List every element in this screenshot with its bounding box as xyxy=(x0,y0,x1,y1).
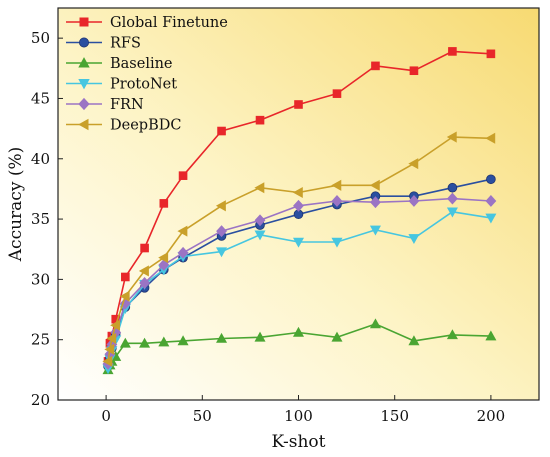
data-point xyxy=(292,237,305,248)
data-point xyxy=(331,195,343,207)
data-point xyxy=(177,246,189,259)
y-axis-label: Accuracy (%) xyxy=(6,147,26,262)
data-point xyxy=(139,337,151,348)
data-point xyxy=(178,171,188,180)
y-tick-label: 45 xyxy=(31,89,50,107)
data-point xyxy=(371,61,380,71)
series-deepbdc xyxy=(102,131,496,367)
data-point xyxy=(485,195,497,207)
data-point xyxy=(369,225,381,236)
legend-marker xyxy=(79,17,89,27)
data-point xyxy=(254,230,266,241)
legend-item: Global Finetune xyxy=(66,15,228,31)
data-point xyxy=(104,343,115,355)
data-point xyxy=(446,131,457,143)
data-point xyxy=(119,337,131,348)
data-point xyxy=(119,290,130,302)
data-point xyxy=(216,247,228,258)
data-point xyxy=(294,100,303,109)
data-point xyxy=(486,49,496,59)
data-point xyxy=(292,187,303,199)
data-point xyxy=(158,336,170,347)
data-point xyxy=(138,265,149,277)
data-point xyxy=(140,243,149,253)
legend-item: ProtoNet xyxy=(66,77,177,93)
legend-marker xyxy=(78,97,90,111)
y-tick-label: 25 xyxy=(31,331,50,349)
x-tick-label: 100 xyxy=(284,407,313,425)
legend-label: DeepBDC xyxy=(110,118,181,134)
data-point xyxy=(216,332,228,343)
legend-item: RFS xyxy=(66,36,141,52)
data-point xyxy=(485,132,496,144)
axes: 0 50 100 150 200 20 25 30 35 40 45 50 xyxy=(31,7,540,425)
x-tick-label: 50 xyxy=(193,407,212,425)
data-point xyxy=(254,182,265,194)
x-tick-label: 0 xyxy=(101,407,111,425)
data-point xyxy=(369,318,381,329)
data-point xyxy=(216,225,227,238)
legend-label: Baseline xyxy=(110,56,173,72)
data-point xyxy=(408,158,419,170)
data-point xyxy=(446,207,458,218)
data-point xyxy=(177,225,188,237)
data-point xyxy=(292,326,305,337)
data-point xyxy=(447,192,458,205)
legend-item: Baseline xyxy=(66,56,173,72)
legend-item: FRN xyxy=(66,97,144,113)
data-point xyxy=(369,179,380,191)
legend-marker xyxy=(79,37,90,48)
data-point xyxy=(332,89,342,98)
data-point xyxy=(370,196,381,209)
data-point xyxy=(408,335,420,346)
y-tick-label: 30 xyxy=(31,270,50,288)
data-point xyxy=(102,355,113,367)
data-point xyxy=(255,115,265,125)
data-point xyxy=(121,272,130,282)
data-point xyxy=(217,126,226,136)
data-point xyxy=(408,234,420,244)
legend-marker xyxy=(78,79,90,90)
data-point xyxy=(486,174,496,185)
data-point xyxy=(448,47,457,56)
data-point xyxy=(409,66,419,76)
data-point xyxy=(485,330,497,341)
data-point xyxy=(177,335,189,346)
data-point xyxy=(331,179,342,191)
y-tick-label: 50 xyxy=(31,29,50,47)
data-point xyxy=(215,200,226,212)
legend: Global Finetune RFS Baseline ProtoNet FRN Dee… xyxy=(66,15,228,134)
data-point xyxy=(408,195,420,207)
y-tick-label: 35 xyxy=(31,210,50,228)
data-point xyxy=(106,332,117,344)
data-point xyxy=(331,331,343,342)
data-point xyxy=(254,331,266,342)
legend-label: Global Finetune xyxy=(110,15,228,31)
data-point xyxy=(139,277,150,289)
x-axis-label: K-shot xyxy=(272,432,326,452)
x-tick-label: 150 xyxy=(380,407,409,425)
legend-item: DeepBDC xyxy=(66,118,181,134)
x-tick-label: 200 xyxy=(477,407,506,425)
data-point xyxy=(110,319,121,331)
legend-label: FRN xyxy=(110,97,144,113)
data-point xyxy=(447,182,458,193)
data-point xyxy=(446,329,458,340)
data-point xyxy=(293,199,304,212)
data-point xyxy=(254,214,266,227)
series-layer xyxy=(102,47,497,375)
data-point xyxy=(159,199,169,208)
data-point xyxy=(158,252,169,264)
data-point xyxy=(331,237,343,248)
y-tick-label: 40 xyxy=(31,150,50,168)
y-tick-label: 20 xyxy=(31,391,50,409)
series-line xyxy=(107,136,491,362)
legend-label: RFS xyxy=(110,36,141,52)
series-line xyxy=(107,50,491,362)
legend-marker xyxy=(78,118,89,131)
legend-marker xyxy=(78,57,90,68)
legend-label: ProtoNet xyxy=(110,77,177,93)
data-point xyxy=(485,213,497,224)
